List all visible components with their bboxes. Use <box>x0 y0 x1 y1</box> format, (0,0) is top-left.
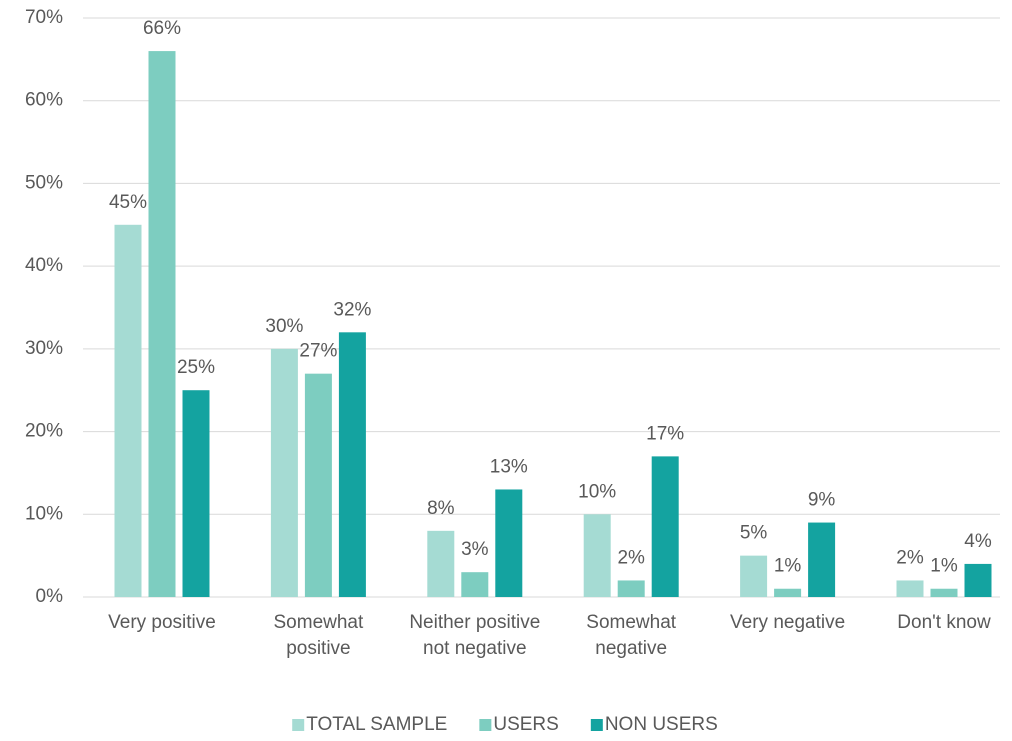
legend-swatch <box>292 719 305 731</box>
x-tick-line: Very positive <box>108 612 216 633</box>
bar <box>740 555 768 597</box>
bar <box>495 489 523 597</box>
bar <box>896 580 924 597</box>
data-label: 27% <box>299 341 337 362</box>
data-label: 10% <box>578 481 616 502</box>
y-tick-label: 60% <box>25 90 63 111</box>
x-tick-line: Don't know <box>897 612 991 633</box>
data-label: 9% <box>808 490 836 511</box>
x-tick-label: Very negative <box>730 612 845 633</box>
bar <box>617 580 645 597</box>
x-tick-label: Don't know <box>897 612 991 633</box>
data-label: 1% <box>774 556 802 577</box>
x-tick-label: Somewhat positive <box>274 612 364 659</box>
data-label: 2% <box>896 547 924 568</box>
bar <box>114 224 142 598</box>
data-label: 30% <box>265 316 303 337</box>
y-tick-label: 70% <box>25 7 63 28</box>
x-tick-line: Somewhat <box>586 612 676 633</box>
y-tick-label: 50% <box>25 172 63 193</box>
data-label: 32% <box>333 299 371 320</box>
legend-label: USERS <box>493 714 558 735</box>
bar <box>461 572 489 597</box>
bar <box>964 563 992 597</box>
x-tick-line: Neither positive <box>409 612 540 633</box>
bar <box>774 588 802 597</box>
x-tick-label: Neither positive not negative <box>409 612 540 659</box>
bar <box>270 348 298 597</box>
legend-swatch <box>479 719 492 731</box>
data-label: 3% <box>461 539 489 560</box>
data-label: 17% <box>646 423 684 444</box>
legend-label: TOTAL SAMPLE <box>306 714 447 735</box>
data-label: 8% <box>427 498 455 519</box>
y-tick-label: 0% <box>36 586 64 607</box>
data-label: 4% <box>964 531 992 552</box>
bar <box>808 522 836 597</box>
data-label: 66% <box>143 18 181 39</box>
x-tick-line: Very negative <box>730 612 845 633</box>
legend-label: NON USERS <box>605 714 718 735</box>
bar <box>338 332 366 597</box>
x-tick-line: not negative <box>423 638 527 659</box>
data-label: 5% <box>740 523 768 544</box>
y-tick-label: 40% <box>25 255 63 276</box>
bar <box>148 51 176 598</box>
x-tick-label: Very positive <box>108 612 216 633</box>
data-label: 2% <box>617 547 645 568</box>
x-tick-line: positive <box>286 638 350 659</box>
x-tick-label: Somewhat negative <box>586 612 676 659</box>
bar <box>930 588 958 597</box>
legend-swatch <box>590 719 603 731</box>
data-label: 25% <box>177 357 215 378</box>
data-label: 45% <box>109 192 147 213</box>
data-label: 1% <box>930 556 958 577</box>
x-tick-line: negative <box>595 638 667 659</box>
bar <box>182 390 210 597</box>
y-tick-label: 20% <box>25 421 63 442</box>
data-label: 13% <box>490 456 528 477</box>
bar <box>427 530 455 597</box>
y-tick-label: 10% <box>25 503 63 524</box>
bar <box>304 373 332 597</box>
y-tick-label: 30% <box>25 338 63 359</box>
x-tick-line: Somewhat <box>274 612 364 633</box>
bar <box>583 514 611 597</box>
bar <box>651 456 679 597</box>
